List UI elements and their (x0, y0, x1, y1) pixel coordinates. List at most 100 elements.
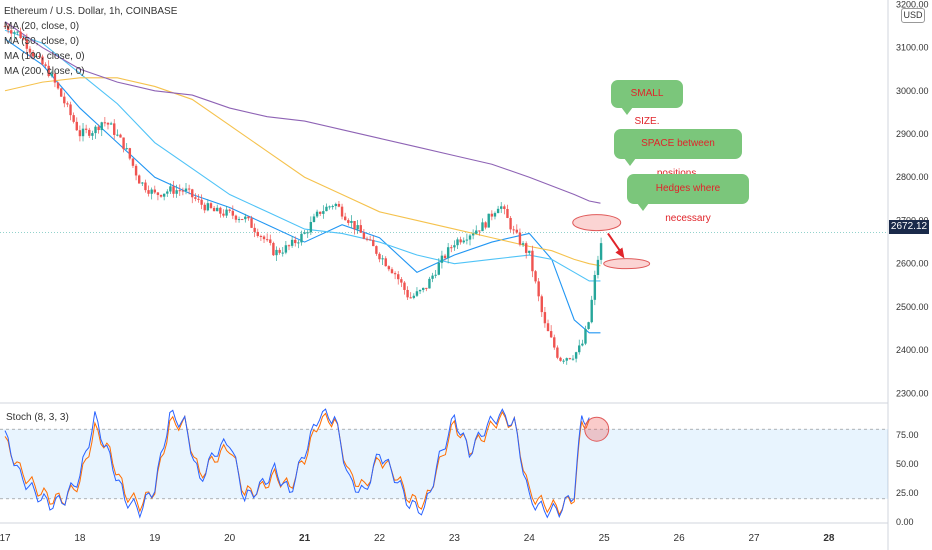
price-tick-label: 3200.00 (896, 0, 929, 9)
candle-body (47, 65, 50, 77)
candle-body (10, 30, 13, 34)
candle-body (546, 323, 550, 332)
candle-body (3, 25, 7, 27)
candle-body (415, 291, 419, 296)
candle-body (91, 133, 94, 136)
candle-body (78, 130, 82, 137)
candle-body (331, 206, 334, 208)
time-tick-label: 24 (524, 533, 536, 544)
candle-body (387, 266, 391, 270)
candle-body (553, 337, 556, 348)
candle-body (278, 249, 281, 253)
candle-body (322, 211, 325, 214)
candle-body (559, 357, 562, 361)
candle-body (216, 207, 219, 212)
candle-body (537, 281, 540, 297)
annotation-hedges: Hedges where necessary (627, 174, 749, 224)
candle-body (325, 206, 328, 212)
candle-body (487, 213, 490, 228)
candle-body (418, 289, 422, 292)
candle-body (72, 115, 75, 122)
candle-body (16, 31, 19, 33)
chart-legend: Ethereum / U.S. Dollar, 1h, COINBASE MA … (4, 4, 177, 79)
currency-badge[interactable]: USD (901, 8, 925, 23)
candle-body (290, 239, 294, 246)
candle-body (490, 213, 494, 217)
candle-body (53, 73, 57, 83)
candle-body (137, 175, 141, 184)
candle-body (66, 103, 69, 105)
candle-body (88, 129, 91, 136)
candle-body (574, 352, 578, 359)
candle-body (443, 255, 447, 259)
time-tick-label: 23 (449, 533, 461, 544)
candle-body (265, 239, 269, 241)
candle-body (440, 255, 444, 263)
candle-body (309, 221, 313, 233)
candle-body (350, 220, 353, 223)
candle-body (287, 245, 291, 247)
candle-body (400, 279, 403, 283)
candle-body (297, 242, 300, 244)
candle-body (587, 322, 590, 329)
candle-body (593, 274, 597, 300)
candle-body (197, 198, 200, 200)
candle-body (459, 239, 462, 243)
candle-body (13, 32, 16, 34)
candle-body (378, 253, 381, 260)
candle-body (181, 190, 185, 192)
candle-body (19, 31, 22, 39)
time-tick-label: 20 (224, 533, 236, 544)
candle-body (347, 220, 350, 223)
candle-body (187, 188, 191, 190)
time-tick-label: 22 (374, 533, 386, 544)
candle-body (375, 246, 378, 254)
candle-body (59, 88, 63, 97)
candle-body (590, 299, 593, 323)
ma-line-1 (4, 29, 601, 282)
annotation-space-text: SPACE between positions. (641, 138, 715, 179)
candle-body (56, 82, 60, 89)
candle-body (478, 230, 481, 232)
candle-body (200, 199, 203, 205)
candle-body (219, 207, 222, 214)
candle-body (131, 158, 135, 166)
candle-body (122, 137, 125, 150)
candle-body (381, 258, 384, 260)
candle-body (431, 275, 434, 279)
candle-body (41, 56, 44, 65)
candle-body (578, 345, 581, 353)
candle-body (253, 227, 256, 232)
candle-body (450, 247, 453, 249)
candle-body (237, 219, 241, 221)
candle-body (434, 274, 437, 276)
candle-body (534, 271, 537, 282)
candle-body (38, 55, 41, 57)
time-tick-label: 21 (299, 533, 311, 544)
candle-body (456, 239, 459, 246)
candle-body (6, 26, 10, 31)
candle-body (359, 225, 362, 233)
candle-body (103, 122, 107, 124)
candle-body (500, 206, 503, 209)
legend-title: Ethereum / U.S. Dollar, 1h, COINBASE (4, 6, 178, 17)
candle-body (159, 194, 163, 197)
candle-body (303, 232, 306, 234)
candle-body (393, 273, 397, 275)
ma-line-0 (4, 38, 601, 334)
candle-body (234, 215, 238, 220)
candle-body (509, 217, 512, 230)
candle-body (106, 122, 110, 125)
candle-body (428, 278, 431, 289)
candle-body (343, 216, 347, 221)
candle-body (475, 230, 478, 234)
candle-body (28, 48, 32, 53)
candle-body (453, 245, 456, 248)
time-tick-label: 18 (74, 533, 86, 544)
candle-body (153, 189, 156, 193)
candle-body (540, 296, 543, 313)
price-tick-label: 2600.00 (896, 259, 929, 269)
time-tick-label: 28 (823, 533, 835, 544)
candle-body (362, 232, 366, 239)
